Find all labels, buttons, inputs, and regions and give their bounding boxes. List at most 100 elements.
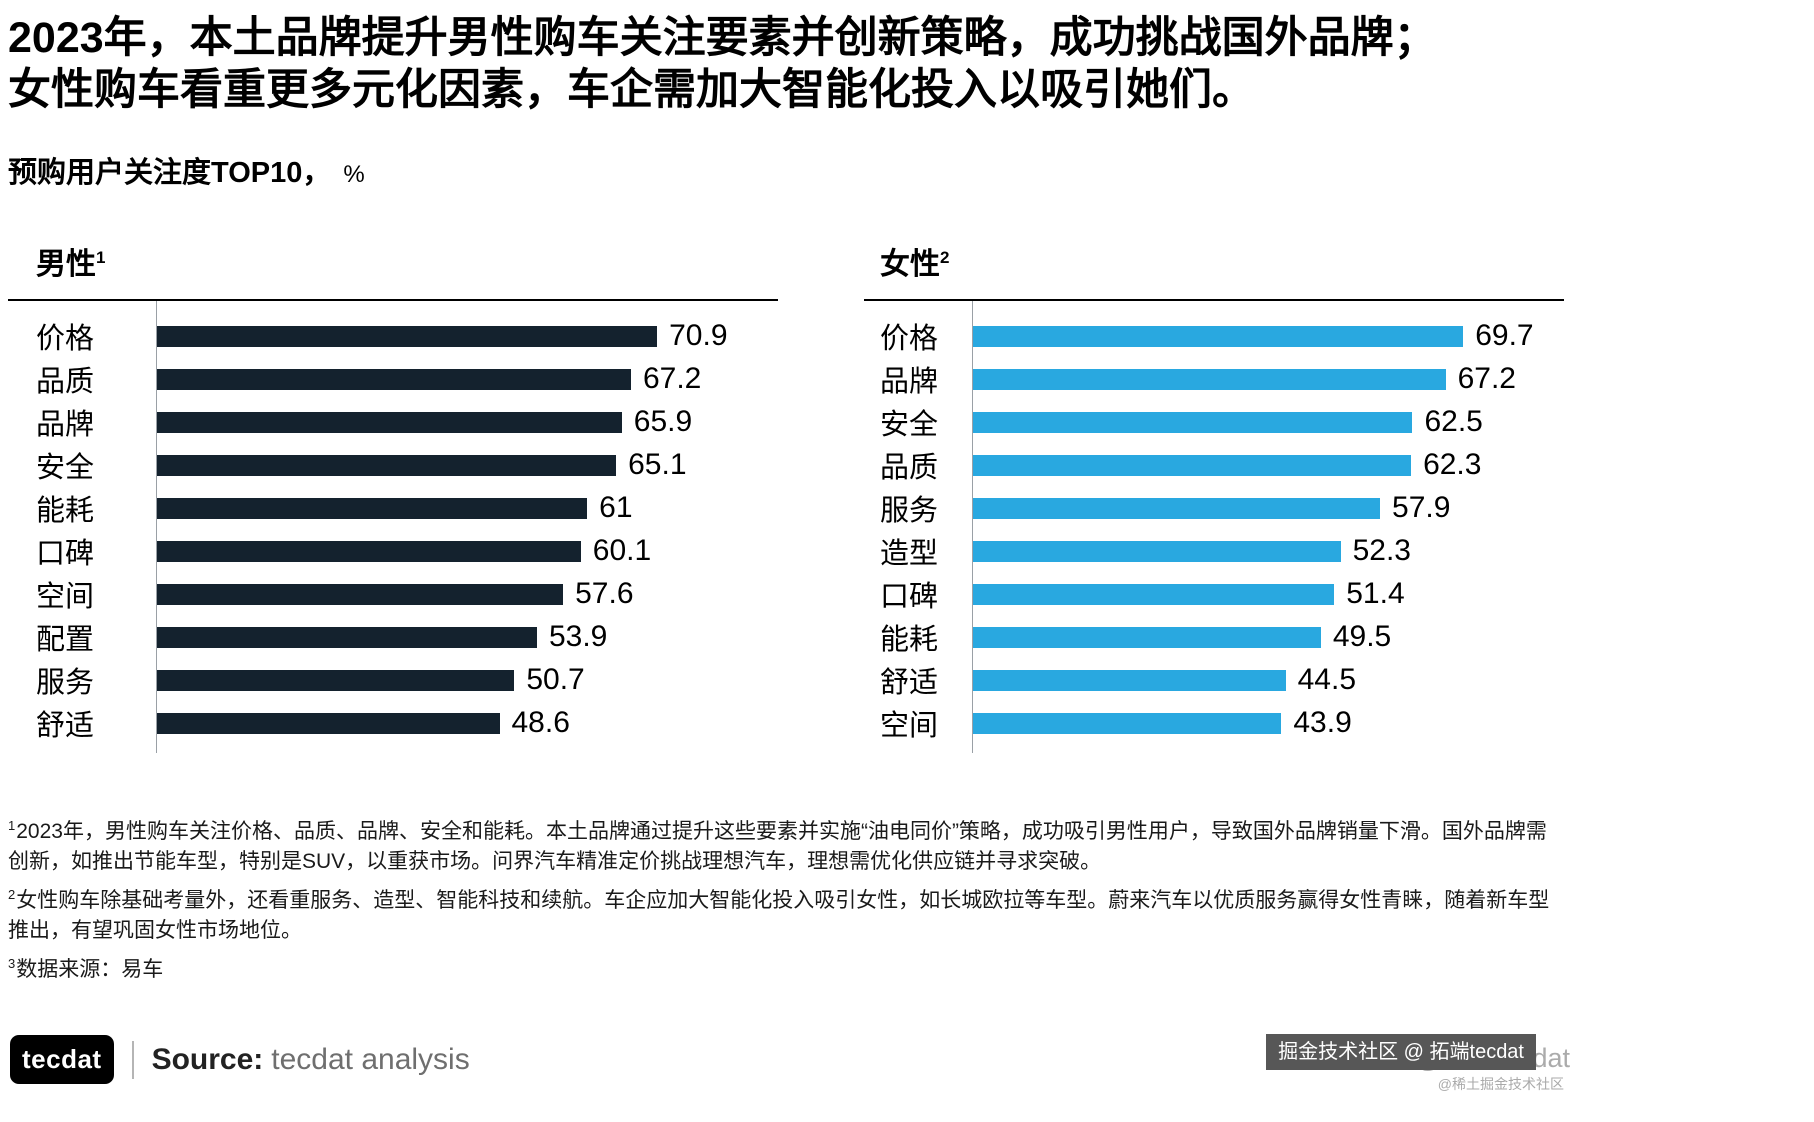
bar bbox=[156, 411, 622, 433]
category-label: 品质 bbox=[36, 366, 95, 399]
footnote-superscript: 2 bbox=[8, 886, 16, 902]
bar-value-label: 67.2 bbox=[1457, 362, 1516, 396]
male-axis-line bbox=[156, 300, 157, 753]
footer-divider bbox=[131, 1040, 134, 1079]
bar-row: 价格 70.9 bbox=[8, 315, 778, 358]
watermark-xitu: @稀土掘金技术社区 bbox=[1437, 1076, 1564, 1092]
bar-value-label: 43.9 bbox=[1293, 706, 1352, 740]
bar-value-label: 57.6 bbox=[575, 577, 634, 611]
bar-row: 造型 52.3 bbox=[864, 530, 1564, 573]
male-chart-body: 价格 70.9 品质 67.2 品牌 65.9 安全 65.1 能耗 61 口碑 60.1 空间 57.6… bbox=[8, 300, 778, 753]
category-label: 能耗 bbox=[880, 624, 939, 657]
bar-row: 品质 62.3 bbox=[864, 444, 1564, 487]
title-line-1: 2023年，本土品牌提升男性购车关注要素并创新策略，成功挑战国外品牌； bbox=[8, 14, 1437, 62]
footnote-text: 女性购车除基础考量外，还看重服务、造型、智能科技和续航。车企应加大智能化投入吸引… bbox=[8, 888, 1550, 943]
bar bbox=[156, 583, 564, 605]
bar-row: 品质 67.2 bbox=[8, 358, 778, 401]
footnote-text: 2023年，男性购车关注价格、品质、品牌、安全和能耗。本土品牌通过提升这些要素并… bbox=[8, 819, 1547, 874]
bar-track: 49.5 bbox=[972, 616, 1564, 659]
bar bbox=[156, 540, 581, 562]
bar-track: 62.5 bbox=[972, 401, 1564, 444]
title-line-2: 女性购车看重更多元化因素，车企需加大智能化投入以吸引她们。 bbox=[8, 66, 1255, 115]
bar-track: 57.9 bbox=[972, 487, 1564, 530]
category-label: 价格 bbox=[880, 323, 939, 356]
bar-value-label: 61 bbox=[599, 491, 633, 525]
bar-row: 空间 43.9 bbox=[864, 702, 1564, 745]
source-line: Source: tecdat analysis bbox=[152, 1043, 470, 1077]
male-chart-panel: 男性1 价格 70.9 品质 67.2 品牌 65.9 安全 65.1 能耗 61 口碑 60.1 空间… bbox=[8, 239, 778, 753]
bar bbox=[156, 712, 500, 734]
male-panel-title-superscript: 1 bbox=[96, 247, 106, 267]
bar-track: 48.6 bbox=[156, 702, 778, 745]
category-label: 舒适 bbox=[880, 667, 939, 700]
watermark: CSDN @拓端tecdat 掘金技术社区 @ 拓端tecdat @稀土掘金技术… bbox=[1266, 1034, 1570, 1094]
bar-row: 品牌 65.9 bbox=[8, 401, 778, 444]
bar-row: 口碑 51.4 bbox=[864, 573, 1564, 616]
bar-value-label: 49.5 bbox=[1332, 620, 1392, 654]
bar-value-label: 62.5 bbox=[1424, 405, 1483, 439]
footnote-superscript: 3 bbox=[8, 955, 16, 971]
page-title: 2023年，本土品牌提升男性购车关注要素并创新策略，成功挑战国外品牌； 女性购车… bbox=[8, 0, 1562, 117]
bar-value-label: 51.4 bbox=[1346, 577, 1405, 611]
bar-row: 品牌 67.2 bbox=[864, 358, 1564, 401]
category-label: 舒适 bbox=[36, 710, 95, 743]
female-panel-title: 女性2 bbox=[864, 239, 1564, 301]
bar-value-label: 52.3 bbox=[1352, 534, 1411, 568]
bar-track: 62.3 bbox=[972, 444, 1564, 487]
bar bbox=[972, 626, 1321, 648]
bar-track: 50.7 bbox=[156, 659, 778, 702]
bar-value-label: 62.3 bbox=[1423, 448, 1482, 482]
footnotes: 12023年，男性购车关注价格、品质、品牌、安全和能耗。本土品牌通过提升这些要素… bbox=[8, 817, 1562, 985]
bar-row: 安全 62.5 bbox=[864, 401, 1564, 444]
bar-track: 57.6 bbox=[156, 573, 778, 616]
category-label: 服务 bbox=[880, 495, 939, 528]
bar-value-label: 48.6 bbox=[511, 706, 570, 740]
bar-row: 舒适 44.5 bbox=[864, 659, 1564, 702]
subtitle-main: 预购用户关注度TOP10， bbox=[8, 156, 332, 189]
bar-row: 能耗 61 bbox=[8, 487, 778, 530]
category-label: 口碑 bbox=[880, 581, 939, 614]
chart-subtitle: 预购用户关注度TOP10，% bbox=[8, 149, 1562, 191]
category-label: 安全 bbox=[880, 409, 939, 442]
bar bbox=[156, 454, 617, 476]
bar bbox=[156, 368, 631, 390]
bar bbox=[972, 325, 1464, 347]
bar bbox=[156, 497, 588, 519]
bar-value-label: 44.5 bbox=[1297, 663, 1356, 697]
bar-row: 配置 53.9 bbox=[8, 616, 778, 659]
bar bbox=[972, 497, 1381, 519]
bar-value-label: 69.7 bbox=[1475, 319, 1534, 353]
bar bbox=[972, 669, 1286, 691]
bar-value-label: 65.1 bbox=[628, 448, 687, 482]
category-label: 空间 bbox=[880, 710, 939, 743]
category-label: 品质 bbox=[880, 452, 939, 485]
bar-track: 52.3 bbox=[972, 530, 1564, 573]
bar-track: 51.4 bbox=[972, 573, 1564, 616]
female-chart-panel: 女性2 价格 69.7 品牌 67.2 安全 62.5 品质 62.3 服务 57.9 造型 52.3… bbox=[864, 239, 1564, 753]
bar-track: 69.7 bbox=[972, 315, 1564, 358]
bar-value-label: 53.9 bbox=[548, 620, 608, 654]
bar-track: 67.2 bbox=[156, 358, 778, 401]
bar-row: 能耗 49.5 bbox=[864, 616, 1564, 659]
footnote: 2女性购车除基础考量外，还看重服务、造型、智能科技和续航。车企应加大智能化投入吸… bbox=[8, 886, 1562, 947]
source-footer: tecdat Source: tecdat analysis bbox=[10, 1035, 470, 1084]
watermark-juejin: 掘金技术社区 @ 拓端tecdat bbox=[1266, 1034, 1536, 1070]
bar bbox=[972, 454, 1412, 476]
female-panel-title-text: 女性 bbox=[880, 247, 940, 281]
tecdat-logo: tecdat bbox=[10, 1035, 114, 1084]
bar-track: 67.2 bbox=[972, 358, 1564, 401]
bar-row: 口碑 60.1 bbox=[8, 530, 778, 573]
category-label: 空间 bbox=[36, 581, 95, 614]
subtitle-unit: % bbox=[343, 160, 365, 188]
bar-value-label: 67.2 bbox=[642, 362, 702, 396]
footnote: 12023年，男性购车关注价格、品质、品牌、安全和能耗。本土品牌通过提升这些要素… bbox=[8, 817, 1562, 878]
bar-track: 60.1 bbox=[156, 530, 778, 573]
bar-track: 44.5 bbox=[972, 659, 1564, 702]
category-label: 口碑 bbox=[36, 538, 95, 571]
bar-row: 安全 65.1 bbox=[8, 444, 778, 487]
bar-value-label: 60.1 bbox=[592, 534, 652, 568]
bar-value-label: 70.9 bbox=[669, 319, 728, 353]
bar bbox=[156, 325, 658, 347]
bar bbox=[972, 368, 1446, 390]
footnote-text: 数据来源：易车 bbox=[16, 957, 164, 981]
